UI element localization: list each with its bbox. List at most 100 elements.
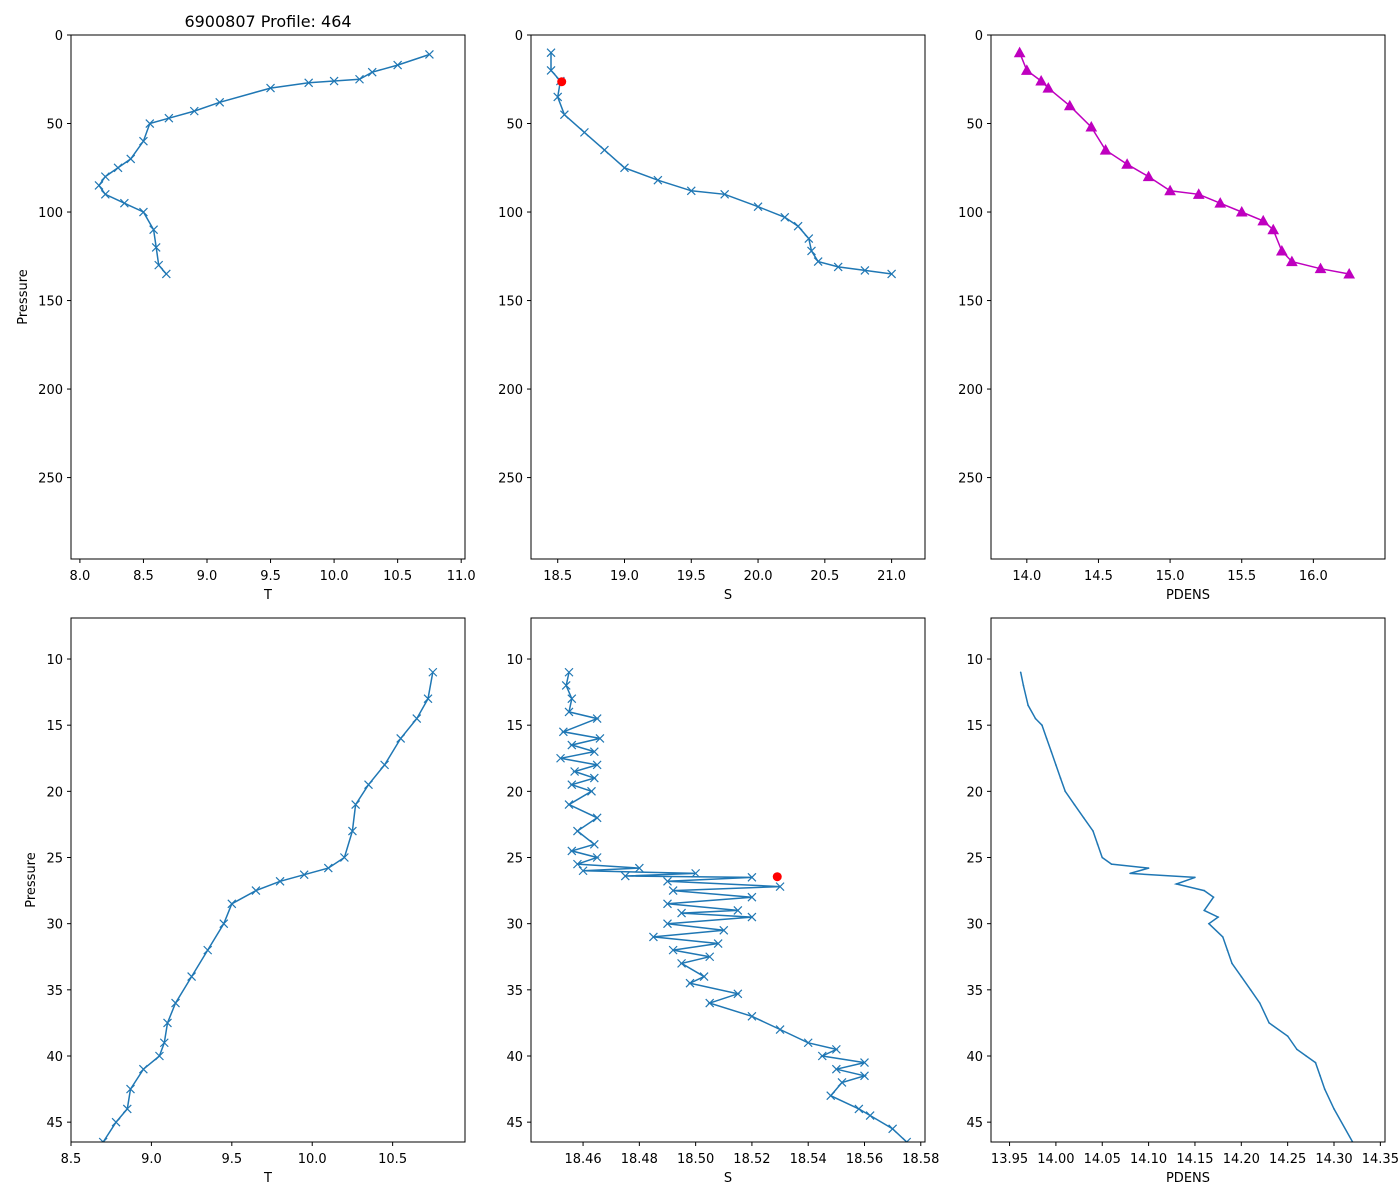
- data-point: [831, 1044, 841, 1054]
- data-point: [663, 919, 672, 929]
- data-point: [733, 989, 743, 999]
- data-point: [275, 876, 285, 886]
- x-axis-label: PDENS: [1166, 588, 1210, 603]
- data-point: [1035, 74, 1047, 86]
- data-point: [1231, 962, 1233, 965]
- x-axis-label: S: [724, 588, 732, 603]
- data-point: [589, 839, 599, 849]
- data-point: [364, 780, 373, 790]
- series-line: [560, 672, 908, 1142]
- data-point: [203, 945, 213, 955]
- data-point: [119, 198, 129, 208]
- data-point: [720, 189, 730, 199]
- data-point: [227, 899, 237, 909]
- data-point: [556, 753, 565, 763]
- data-point: [1314, 262, 1327, 274]
- data-point: [860, 1071, 869, 1081]
- data-point: [412, 714, 422, 723]
- data-point: [367, 67, 377, 77]
- data-point: [567, 694, 577, 704]
- chart-top-S: 18.5 19.0 19.5 20.0 20.5 21.0 0 50 100 150 200 250 S: [498, 29, 926, 603]
- x-tick-label: 14.20: [1223, 1152, 1260, 1167]
- x-tick-label: 10.0: [298, 1152, 327, 1167]
- data-point: [151, 243, 161, 252]
- y-tick-label: 15: [46, 719, 63, 734]
- x-tick-label: 15.0: [1156, 569, 1185, 584]
- x-tick-label: 14.15: [1176, 1152, 1213, 1167]
- x-tick-label: 14.35: [1362, 1152, 1399, 1167]
- data-point: [775, 882, 785, 892]
- data-point: [1214, 197, 1227, 208]
- data-point: [126, 154, 136, 164]
- data-point: [719, 925, 729, 935]
- data-point: [865, 1111, 875, 1120]
- data-point: [139, 136, 148, 146]
- data-point: [817, 1051, 827, 1061]
- series-line: [102, 672, 434, 1142]
- axes-frame: [70, 34, 466, 560]
- data-point: [1129, 872, 1131, 875]
- y-tick-label: 45: [966, 1116, 983, 1131]
- data-point: [266, 83, 275, 93]
- y-tick-label: 150: [38, 295, 63, 310]
- data-point: [564, 800, 574, 810]
- y-tick-label: 150: [958, 295, 983, 310]
- data-point: [1305, 1055, 1307, 1057]
- data-point: [587, 786, 596, 796]
- x-tick-label: 18.58: [902, 1152, 939, 1167]
- chart-bottom-S: 18.46 18.48 18.50 18.52 18.54 18.56 18.58 10 15 2…: [506, 617, 939, 1186]
- data-point: [813, 257, 823, 267]
- data-point: [1064, 790, 1066, 793]
- y-tick-label: 15: [966, 719, 983, 734]
- data-point: [380, 760, 390, 770]
- data-point: [1286, 255, 1298, 267]
- x-tick-label: 13.95: [991, 1152, 1028, 1167]
- data-point: [567, 780, 577, 790]
- data-point: [98, 1137, 108, 1142]
- x-tick-label: 14.30: [1315, 1152, 1352, 1167]
- data-point: [592, 760, 602, 770]
- data-point: [122, 1104, 132, 1114]
- data-point: [329, 76, 339, 86]
- data-point: [154, 260, 164, 270]
- data-point: [1221, 936, 1224, 938]
- data-point: [559, 110, 569, 120]
- data-point: [567, 740, 577, 750]
- x-axis-label: S: [724, 1171, 732, 1186]
- data-point: [837, 1078, 847, 1087]
- data-point: [705, 998, 715, 1008]
- y-tick-label: 0: [55, 29, 63, 44]
- data-point: [393, 60, 403, 70]
- x-tick-label: 8.5: [133, 569, 154, 584]
- data-point: [351, 800, 361, 810]
- data-point: [553, 92, 563, 102]
- data-point: [854, 1104, 864, 1114]
- data-point: [1343, 267, 1356, 279]
- y-tick-label: 50: [966, 118, 983, 133]
- data-point: [620, 163, 629, 173]
- y-tick-label: 100: [958, 206, 983, 221]
- x-axis-label: T: [263, 1171, 272, 1186]
- axes-frame: [530, 617, 926, 1143]
- data-point: [1164, 184, 1176, 196]
- data-point: [171, 998, 180, 1008]
- x-tick-label: 9.0: [197, 569, 218, 584]
- x-tick-label: 14.00: [1037, 1152, 1074, 1167]
- data-point: [1050, 750, 1053, 753]
- data-point: [747, 912, 757, 922]
- data-point: [164, 113, 174, 123]
- data-point: [648, 932, 658, 942]
- x-tick-label: 10.5: [378, 1152, 407, 1167]
- y-tick-label: 15: [506, 719, 523, 734]
- data-point: [138, 1064, 148, 1074]
- y-tick-label: 25: [966, 852, 983, 867]
- data-point: [126, 1084, 135, 1094]
- y-tick-label: 30: [46, 918, 63, 933]
- data-point: [1147, 867, 1150, 869]
- x-tick-label: 21.0: [877, 569, 906, 584]
- x-tick-label: 14.05: [1084, 1152, 1121, 1167]
- axes-frame: [70, 617, 466, 1143]
- data-point: [807, 246, 816, 256]
- data-point: [677, 958, 686, 968]
- data-point: [620, 871, 630, 881]
